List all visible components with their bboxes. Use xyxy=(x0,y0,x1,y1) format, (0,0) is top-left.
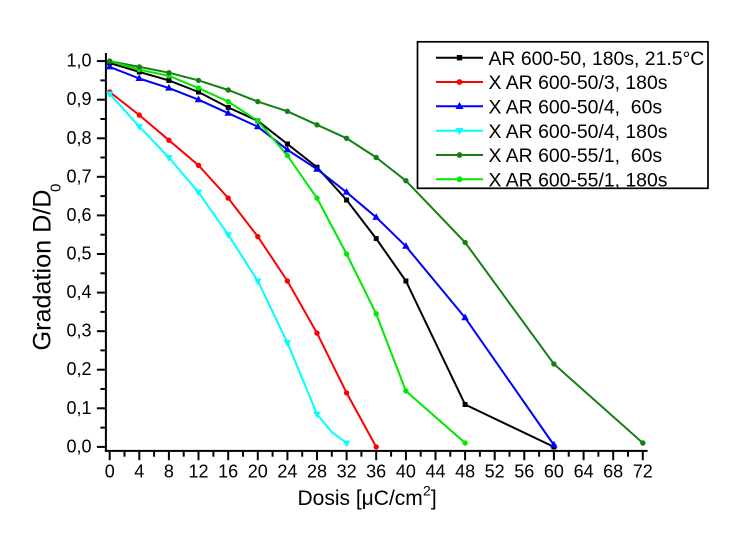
svg-text:2: 2 xyxy=(423,482,431,498)
svg-text:X AR 600-55/1, 180s: X AR 600-55/1, 180s xyxy=(489,170,668,192)
svg-text:44: 44 xyxy=(425,462,445,482)
svg-text:0,3: 0,3 xyxy=(66,321,91,341)
svg-text:X AR 600-50/3, 180s: X AR 600-50/3, 180s xyxy=(489,72,668,94)
svg-text:0,6: 0,6 xyxy=(66,205,91,225)
svg-text:68: 68 xyxy=(603,462,623,482)
svg-text:0: 0 xyxy=(48,184,65,192)
svg-text:8: 8 xyxy=(164,462,174,482)
svg-text:24: 24 xyxy=(277,462,297,482)
svg-text:0,8: 0,8 xyxy=(66,128,91,148)
svg-text:40: 40 xyxy=(396,462,416,482)
svg-text:28: 28 xyxy=(307,462,327,482)
svg-text:0,7: 0,7 xyxy=(66,166,91,186)
svg-text:36: 36 xyxy=(366,462,386,482)
svg-text:0,9: 0,9 xyxy=(66,89,91,109)
svg-text:Dosis [μC/cm: Dosis [μC/cm xyxy=(298,487,423,510)
svg-text:56: 56 xyxy=(514,462,534,482)
svg-text:72: 72 xyxy=(633,462,653,482)
svg-text:52: 52 xyxy=(485,462,505,482)
svg-text:Gradation D/D: Gradation D/D xyxy=(28,190,56,351)
svg-text:1,0: 1,0 xyxy=(66,51,91,71)
svg-text:64: 64 xyxy=(574,462,594,482)
svg-text:12: 12 xyxy=(188,462,208,482)
svg-text:16: 16 xyxy=(218,462,238,482)
svg-text:0,5: 0,5 xyxy=(66,244,91,264)
svg-text:20: 20 xyxy=(248,462,268,482)
svg-text:32: 32 xyxy=(337,462,357,482)
svg-text:48: 48 xyxy=(455,462,475,482)
svg-text:0: 0 xyxy=(105,462,115,482)
svg-text:0,2: 0,2 xyxy=(66,359,91,379)
svg-text:60: 60 xyxy=(544,462,564,482)
svg-text:X AR 600-50/4, 180s: X AR 600-50/4, 180s xyxy=(489,121,668,143)
svg-text:X AR 600-55/1, 60s: X AR 600-55/1, 60s xyxy=(489,145,663,167)
svg-text:X AR 600-50/4, 60s: X AR 600-50/4, 60s xyxy=(489,97,663,119)
svg-text:0,0: 0,0 xyxy=(66,436,91,456)
svg-text:4: 4 xyxy=(134,462,144,482)
svg-text:0,1: 0,1 xyxy=(66,398,91,418)
svg-text:AR 600-50, 180s, 21.5°C: AR 600-50, 180s, 21.5°C xyxy=(489,48,705,70)
svg-text:]: ] xyxy=(431,487,437,510)
svg-text:0,4: 0,4 xyxy=(66,282,91,302)
